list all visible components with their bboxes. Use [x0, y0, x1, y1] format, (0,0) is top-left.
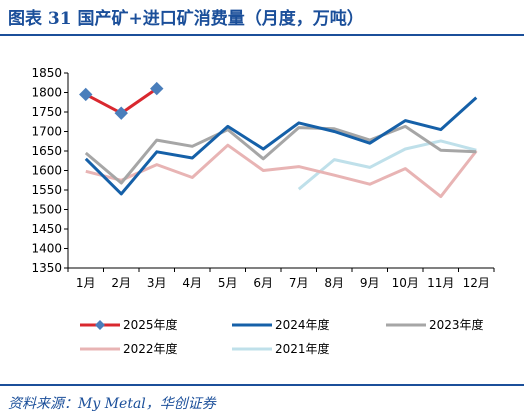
- series-line-4: [297, 139, 477, 191]
- x-tick-label: 5月: [218, 276, 238, 290]
- x-tick-label: 10月: [392, 276, 419, 290]
- x-tick-label: 12月: [463, 276, 490, 290]
- y-tick-label: 1500: [31, 203, 62, 217]
- footer-divider: [0, 384, 524, 386]
- y-tick-label: 1450: [31, 222, 62, 236]
- legend-label: 2024年度: [275, 317, 330, 332]
- x-tick-label: 8月: [324, 276, 344, 290]
- x-tick-label: 9月: [360, 276, 380, 290]
- chart-title: 图表 31 国产矿+进口矿消费量（月度，万吨）: [8, 9, 364, 29]
- chart-axes: 1350 1400 1450 1500 1550 1600 1650 1700 1750 1800…: [31, 66, 495, 290]
- y-tick-label: 1800: [31, 86, 62, 100]
- series-line-3: [85, 143, 478, 199]
- series-line-1: [84, 96, 478, 196]
- legend-label: 2023年度: [429, 317, 484, 332]
- legend-label: 2022年度: [123, 341, 178, 356]
- data-point: [114, 106, 128, 120]
- line-chart: 1350 1400 1450 1500 1550 1600 1650 1700 1750 1800…: [31, 66, 495, 356]
- x-tick-label: 2月: [111, 276, 131, 290]
- y-tick-label: 1700: [31, 125, 62, 139]
- title-divider: [0, 34, 524, 36]
- data-point: [150, 81, 164, 96]
- y-tick-label: 1600: [31, 164, 62, 178]
- legend-label: 2025年度: [123, 317, 178, 332]
- x-tick-label: 11月: [427, 276, 454, 290]
- source-note: 资料来源：My Metal，华创证券: [8, 396, 216, 412]
- x-tick-label: 7月: [289, 276, 309, 290]
- y-tick-label: 1550: [31, 183, 62, 197]
- y-tick-label: 1750: [31, 105, 62, 119]
- y-tick-label: 1850: [31, 66, 62, 80]
- x-tick-label: 6月: [253, 276, 273, 290]
- y-tick-label: 1400: [31, 242, 62, 256]
- x-tick-label: 4月: [182, 276, 202, 290]
- y-tick-label: 1350: [31, 261, 62, 275]
- y-tick-label: 1650: [31, 144, 62, 158]
- x-tick-label: 1月: [76, 276, 96, 290]
- data-point: [79, 87, 93, 102]
- series-line-2: [84, 124, 477, 185]
- legend-marker: [95, 320, 105, 330]
- legend-label: 2021年度: [275, 341, 330, 356]
- x-tick-label: 3月: [147, 276, 167, 290]
- chart-legend: 2025年度 2024年度 2023年度 2022年度 2021年度: [80, 317, 484, 356]
- chart-series: [79, 81, 478, 199]
